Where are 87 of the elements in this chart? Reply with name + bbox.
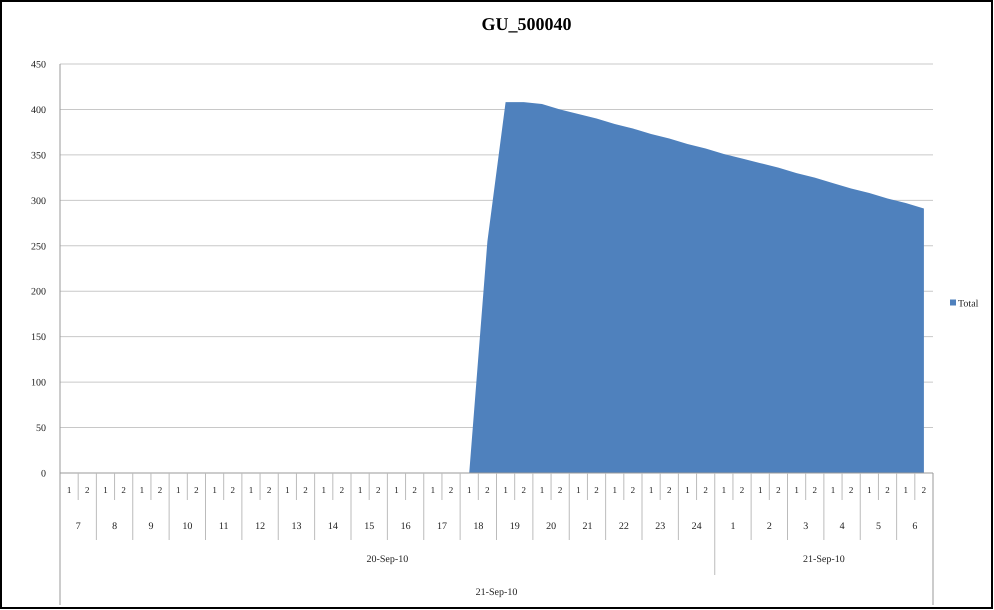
text: 17 <box>436 521 447 532</box>
x-tick-label: 2 <box>121 485 126 495</box>
x-tick-label: 1 <box>503 485 508 495</box>
x-tick-label: 2 <box>558 485 562 495</box>
text: 15 <box>364 521 374 532</box>
chart-title: GU_500040 <box>482 14 572 34</box>
y-tick-label: 50 <box>36 423 46 434</box>
text: 20-Sep-10 <box>366 554 408 565</box>
text: 7 <box>76 521 81 532</box>
text: 3 <box>803 521 808 532</box>
x-tick-label: 2 <box>812 485 818 495</box>
x-tick-label: 2 <box>448 485 454 495</box>
x-tick-label: 2 <box>194 485 199 495</box>
x-tick-label: 2 <box>412 485 417 495</box>
text: 21-Sep-10 <box>476 587 518 598</box>
y-tick-label: 450 <box>31 60 46 70</box>
x-tick-label: 1 <box>648 485 654 495</box>
text: 24 <box>692 521 702 532</box>
x-tick-label: 1 <box>321 485 326 495</box>
x-tick-label: 1 <box>867 485 872 495</box>
x-tick-label: 2 <box>667 485 672 495</box>
x-tick-label: 1 <box>66 485 72 495</box>
text: 12 <box>255 521 266 532</box>
y-tick-label: 400 <box>31 104 46 116</box>
x-tick-label: 1 <box>430 485 436 495</box>
x-tick-label: 2 <box>885 485 890 495</box>
x-tick-label: 1 <box>140 485 144 495</box>
x-tick-label: 2 <box>703 485 708 495</box>
x-tick-label: 1 <box>903 485 908 495</box>
x-tick-label: 1 <box>830 485 836 495</box>
legend-label: Total <box>958 298 979 310</box>
text: 22 <box>618 521 629 532</box>
y-tick-label: 200 <box>31 286 46 298</box>
x-tick-label: 2 <box>776 485 781 495</box>
x-tick-label: 2 <box>485 485 490 495</box>
y-tick-label: 150 <box>31 332 46 344</box>
y-tick-label: 300 <box>31 196 46 207</box>
text: 21-Sep-10 <box>803 554 845 565</box>
text: 8 <box>112 521 118 532</box>
x-tick-label: 1 <box>685 485 690 495</box>
y-tick-label: 0 <box>41 468 46 480</box>
x-tick-label: 1 <box>285 485 290 495</box>
text: 16 <box>400 521 411 532</box>
x-tick-label: 1 <box>612 485 617 495</box>
x-tick-label: 2 <box>848 485 854 495</box>
x-tick-label: 2 <box>85 485 90 495</box>
text: 1 <box>730 521 736 532</box>
x-tick-label: 1 <box>394 485 399 495</box>
x-tick-label: 2 <box>630 485 636 495</box>
text: 6 <box>912 521 918 532</box>
x-tick-label: 1 <box>358 485 362 495</box>
x-tick-label: 1 <box>212 485 217 495</box>
x-tick-label: 2 <box>230 485 236 495</box>
text: 10 <box>182 521 192 532</box>
text: 13 <box>291 521 302 532</box>
y-tick-label: 100 <box>31 378 46 389</box>
text: 4 <box>840 521 845 532</box>
text: 9 <box>148 521 154 532</box>
x-tick-label: 1 <box>758 485 762 495</box>
x-tick-label: 2 <box>522 485 526 495</box>
text: 19 <box>510 521 520 532</box>
x-tick-label: 2 <box>594 485 599 495</box>
x-tick-label: 1 <box>103 485 108 495</box>
x-tick-label: 2 <box>340 485 344 495</box>
text: 18 <box>473 521 484 532</box>
x-tick-label: 2 <box>740 485 744 495</box>
x-tick-label: 2 <box>303 485 308 495</box>
x-tick-label: 1 <box>176 485 180 495</box>
x-tick-label: 2 <box>158 485 162 495</box>
y-tick-label: 350 <box>31 150 46 162</box>
text: 11 <box>218 521 229 532</box>
y-tick-label: 250 <box>31 241 46 252</box>
x-tick-label: 2 <box>922 485 926 495</box>
text: 5 <box>876 521 881 532</box>
text: 23 <box>655 521 666 532</box>
x-tick-label: 2 <box>376 485 381 495</box>
x-tick-label: 1 <box>576 485 581 495</box>
text: 2 <box>766 521 772 532</box>
x-tick-label: 1 <box>466 485 472 495</box>
x-tick-label: 1 <box>248 485 254 495</box>
x-tick-label: 1 <box>722 485 726 495</box>
x-tick-label: 2 <box>266 485 272 495</box>
x-tick-label: 1 <box>540 485 544 495</box>
text: 21 <box>582 521 592 532</box>
text: 20 <box>546 521 556 532</box>
text: 14 <box>328 521 338 532</box>
x-tick-label: 1 <box>794 485 799 495</box>
